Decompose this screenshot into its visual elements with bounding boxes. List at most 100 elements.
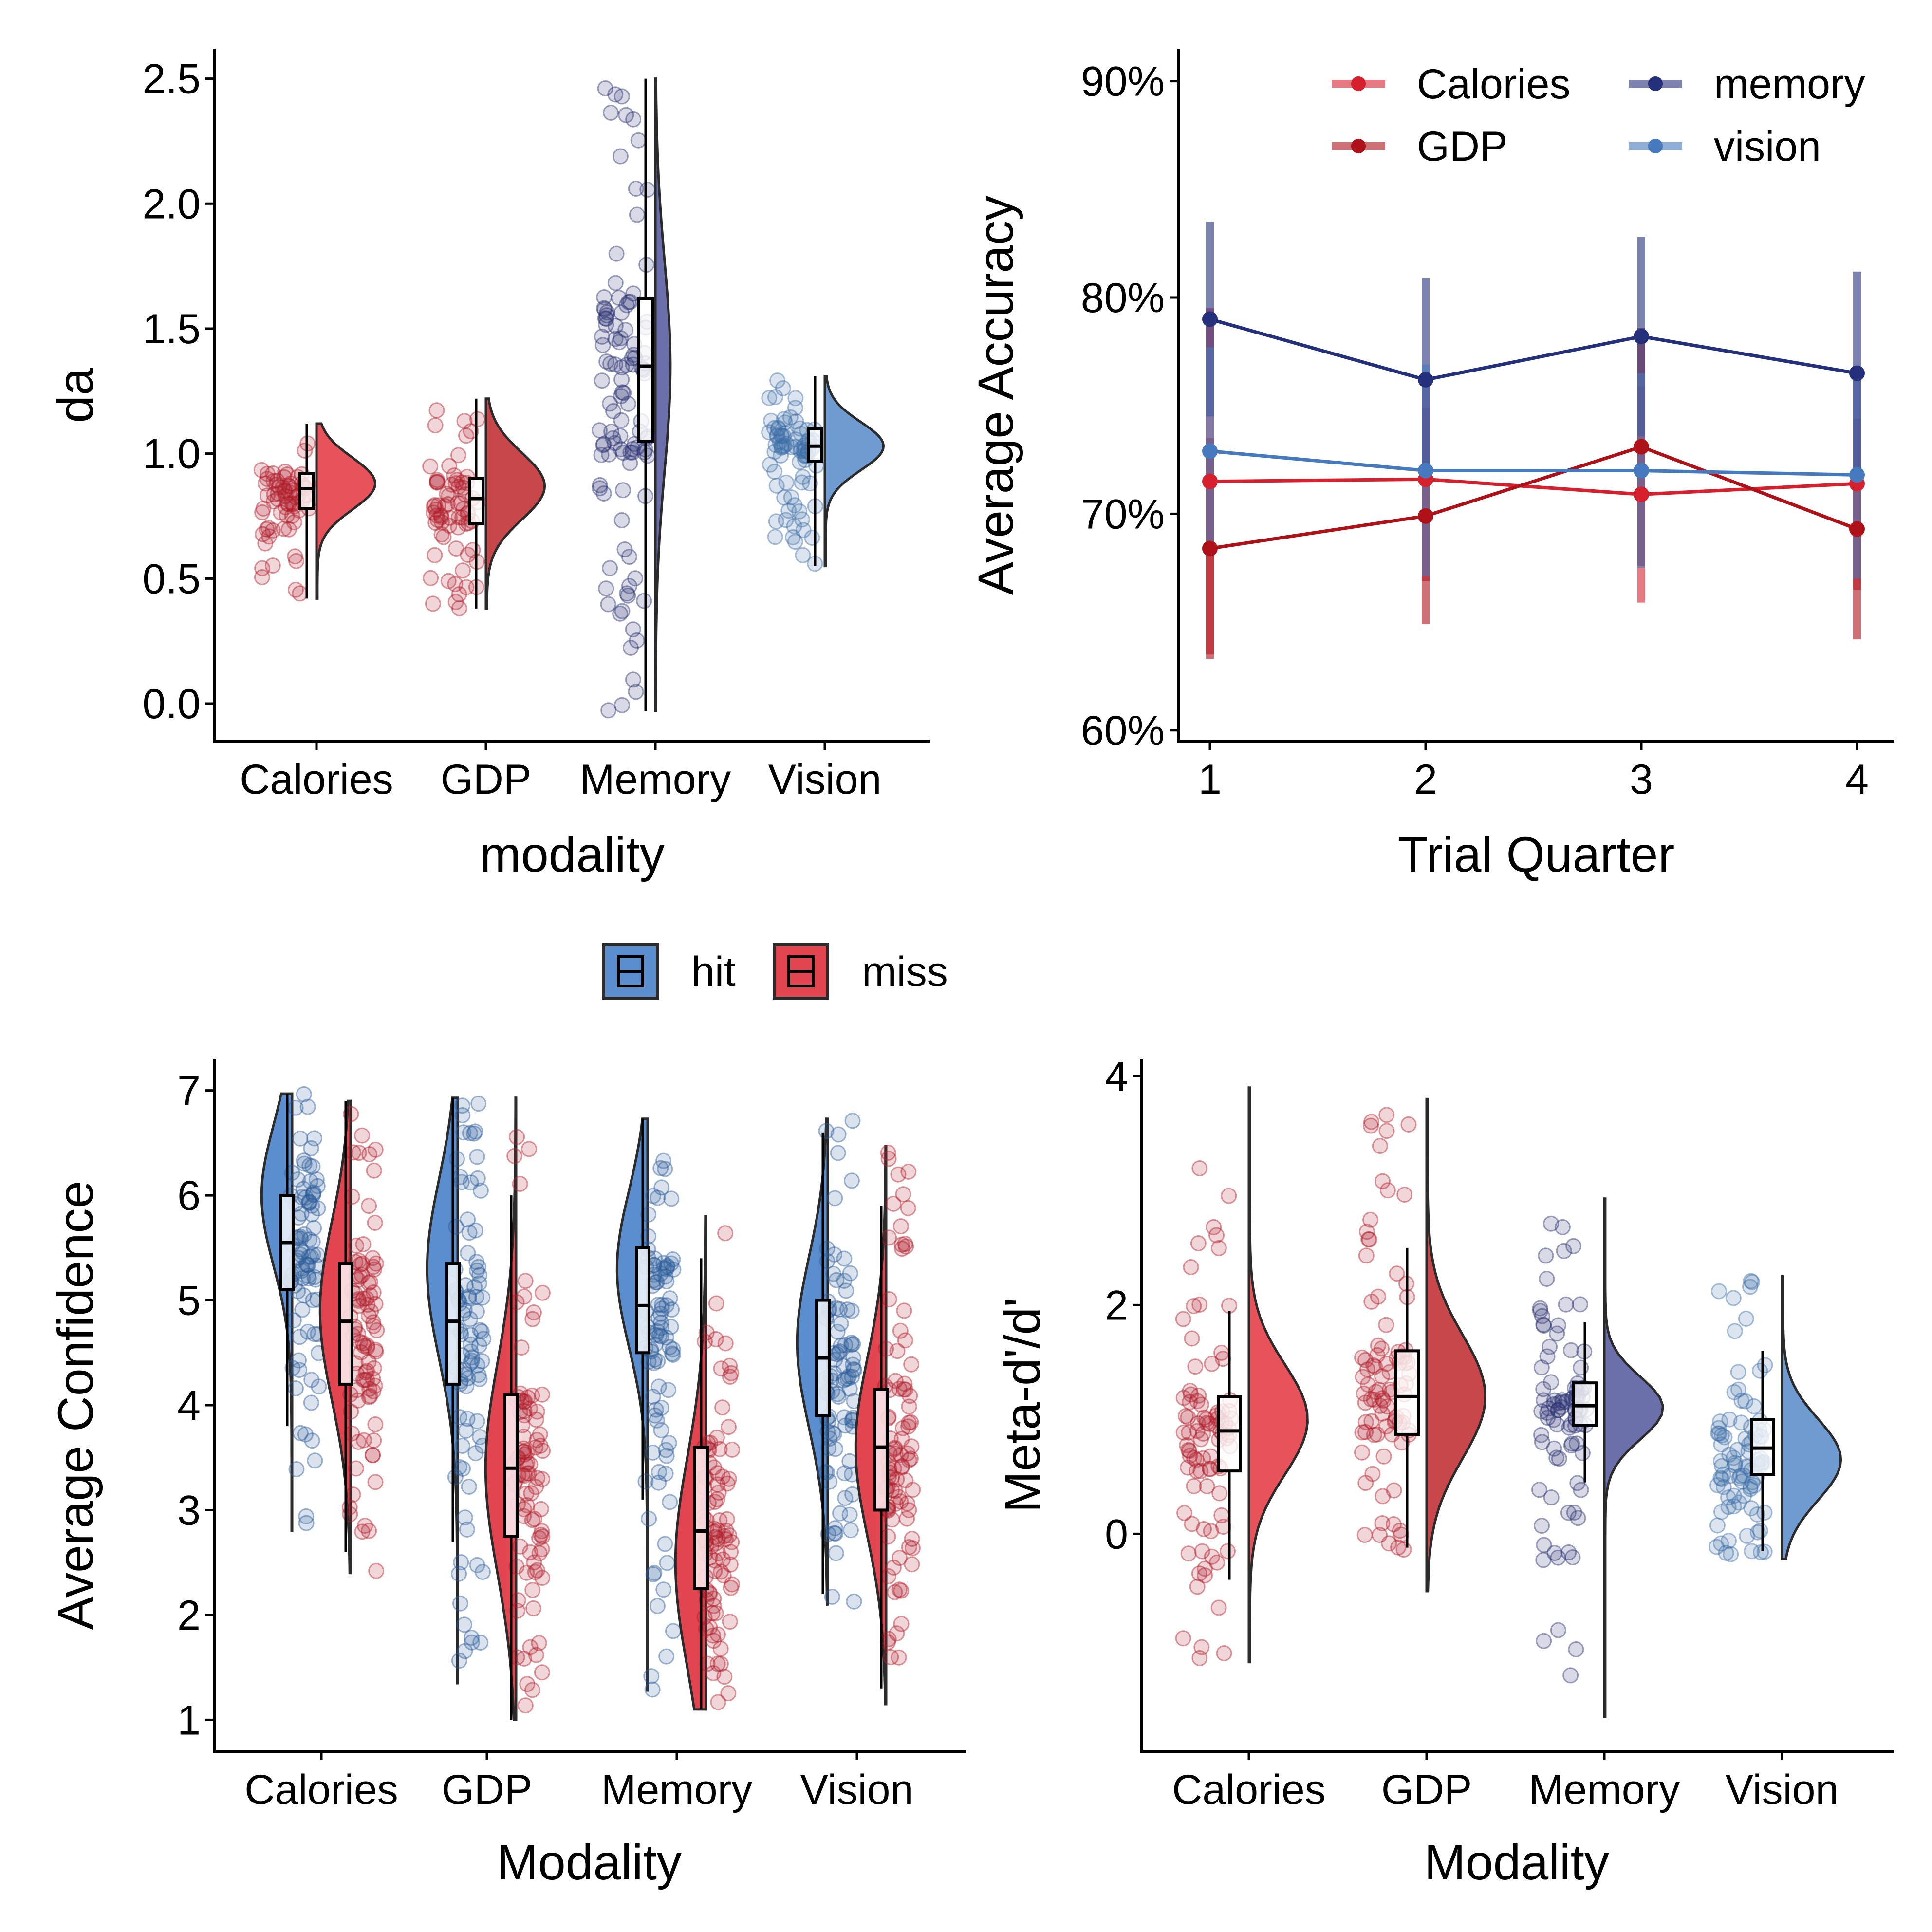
data-point-calories (273, 504, 289, 521)
data-point-miss-gdp (531, 1530, 547, 1546)
data-point-miss-gdp (529, 1470, 546, 1486)
data-point-gdp (427, 417, 444, 434)
data-point-hit-vision (845, 1336, 861, 1352)
data-point-memory (613, 412, 630, 428)
data-point-memory (1534, 1308, 1550, 1324)
data-point-hit-memory (655, 1152, 672, 1169)
data-point-hit-calories (299, 1323, 316, 1340)
data-point-memory (636, 593, 652, 609)
data-point-gdp (1363, 1117, 1379, 1134)
data-point-calories (264, 557, 281, 574)
data-point-hit-vision (837, 1490, 854, 1506)
data-point-hit-gdp (461, 1225, 478, 1241)
data-point-gdp (1396, 1187, 1413, 1203)
data-point-memory (616, 541, 633, 557)
data-point-miss-calories (367, 1296, 384, 1312)
data-point-gdp (1418, 508, 1433, 524)
data-point-gdp (1363, 1391, 1379, 1408)
data-point-miss-vision (900, 1163, 917, 1180)
boxplot-miss-vision (873, 1388, 889, 1512)
x-tick-label: Memory (580, 756, 731, 803)
data-point-miss-calories (365, 1447, 381, 1464)
data-point-miss-gdp (528, 1647, 544, 1663)
boxplot-hit-gdp (445, 1262, 461, 1386)
data-point-hit-calories (288, 1380, 304, 1396)
data-point-miss-calories (363, 1303, 379, 1319)
data-point-miss-vision (887, 1373, 904, 1389)
data-point-miss-vision (901, 1398, 917, 1415)
data-point-hit-memory (655, 1255, 672, 1271)
panel-meta-d-x-ticks: Calories GDP Memory Vision (1172, 1751, 1839, 1813)
data-point-hit-memory (662, 1290, 678, 1307)
data-point-memory (1554, 1392, 1570, 1409)
data-point-gdp (435, 529, 452, 545)
data-point-gdp (1378, 1418, 1394, 1435)
data-point-memory (614, 697, 630, 713)
data-point-calories (279, 495, 296, 512)
data-point-miss-memory (722, 1369, 738, 1385)
data-point-hit-gdp (456, 1616, 473, 1633)
data-point-miss-memory (698, 1592, 715, 1608)
data-point-miss-gdp (527, 1564, 543, 1580)
data-point-calories (1199, 1478, 1215, 1494)
data-point-gdp (1358, 1224, 1375, 1240)
data-point-calories (1180, 1442, 1197, 1458)
data-point-memory (639, 182, 656, 198)
data-point-gdp (1370, 1337, 1386, 1354)
data-point-vision (768, 478, 785, 494)
data-point-vision (1725, 1290, 1742, 1306)
data-point-hit-gdp (463, 1630, 480, 1646)
data-point-gdp (1363, 1413, 1380, 1430)
boxplot-gdp (468, 477, 484, 525)
legend-label-miss: miss (862, 948, 948, 995)
data-point-memory (620, 395, 636, 412)
data-point-hit-vision (826, 1246, 843, 1263)
data-point-vision (787, 431, 804, 448)
data-point-hit-gdp (447, 1469, 464, 1486)
data-point-hit-vision (843, 1302, 860, 1319)
data-point-vision (1418, 463, 1433, 479)
data-point-calories (255, 501, 272, 517)
data-point-calories (1213, 1344, 1230, 1361)
violin-memory (1603, 1197, 1664, 1719)
data-point-calories (268, 477, 285, 493)
data-point-hit-memory (659, 1555, 675, 1571)
data-point-miss-vision (899, 1445, 916, 1462)
data-point-calories (265, 465, 281, 482)
y-tick-label: 2 (1105, 1282, 1128, 1329)
data-point-miss-gdp (519, 1676, 536, 1692)
data-point-miss-gdp (519, 1465, 536, 1482)
data-point-hit-calories (304, 1197, 320, 1214)
data-point-miss-calories (366, 1162, 382, 1179)
data-point-vision (775, 380, 791, 396)
data-point-hit-gdp (457, 1643, 473, 1659)
data-point-gdp (439, 496, 456, 512)
data-point-calories (284, 508, 300, 524)
data-point-hit-vision (841, 1380, 858, 1397)
data-point-hit-vision (832, 1505, 848, 1522)
data-point-hit-memory (650, 1189, 666, 1206)
data-point-calories (297, 443, 313, 459)
data-point-miss-vision (885, 1559, 902, 1576)
data-point-miss-memory (698, 1620, 714, 1637)
data-point-gdp (1364, 1466, 1381, 1482)
data-point-memory (1572, 1296, 1588, 1313)
data-point-miss-vision (889, 1625, 905, 1642)
data-point-gdp (1362, 1211, 1379, 1228)
data-point-miss-memory (724, 1534, 740, 1550)
data-point-miss-memory (709, 1655, 726, 1672)
data-point-gdp (426, 498, 442, 515)
data-point-calories (270, 485, 286, 502)
data-point-hit-calories (290, 1171, 306, 1188)
y-tick-label: 5 (177, 1278, 201, 1324)
data-point-vision (1753, 1544, 1769, 1560)
data-point-gdp (442, 510, 458, 526)
data-point-miss-calories (357, 1372, 373, 1388)
data-point-hit-memory (657, 1536, 673, 1552)
data-point-calories (253, 462, 270, 478)
data-point-vision (1712, 1453, 1729, 1469)
data-point-calories (280, 496, 297, 513)
data-point-miss-vision (894, 1241, 910, 1257)
data-point-vision (780, 502, 797, 519)
